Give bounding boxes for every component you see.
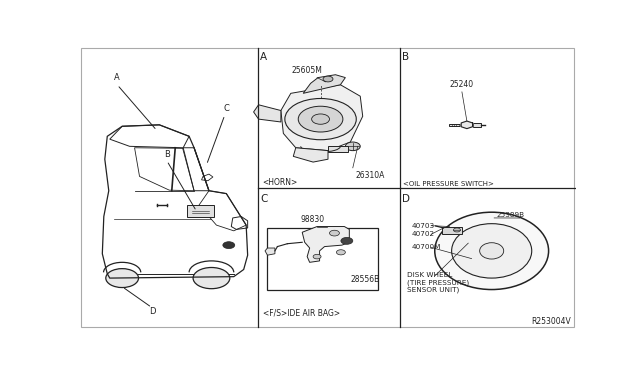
Text: 40700M: 40700M xyxy=(412,244,441,250)
Text: 98830: 98830 xyxy=(300,215,324,224)
Circle shape xyxy=(106,269,138,288)
Text: <HORN>: <HORN> xyxy=(262,178,298,187)
Bar xyxy=(449,124,460,126)
Text: 25389B: 25389B xyxy=(497,212,525,218)
Bar xyxy=(328,146,348,152)
Circle shape xyxy=(312,114,330,124)
Text: SENSOR UNIT): SENSOR UNIT) xyxy=(408,287,460,294)
Ellipse shape xyxy=(435,212,548,289)
Text: B: B xyxy=(403,52,410,62)
Text: DISK WHEEL: DISK WHEEL xyxy=(408,272,452,278)
Circle shape xyxy=(330,230,339,236)
Circle shape xyxy=(298,106,343,132)
Text: 25240: 25240 xyxy=(450,80,474,89)
Bar xyxy=(187,205,214,217)
Text: A: A xyxy=(115,73,120,82)
Circle shape xyxy=(454,228,460,232)
Ellipse shape xyxy=(452,224,532,278)
Text: C: C xyxy=(260,194,268,204)
Circle shape xyxy=(341,237,353,244)
Ellipse shape xyxy=(479,243,504,259)
Text: 26310A: 26310A xyxy=(355,171,385,180)
Text: D: D xyxy=(148,307,155,316)
Text: R253004V: R253004V xyxy=(531,317,571,326)
Polygon shape xyxy=(302,227,349,262)
Text: C: C xyxy=(223,105,229,113)
Polygon shape xyxy=(265,248,275,255)
Circle shape xyxy=(346,142,360,151)
Text: <OIL PRESSURE SWITCH>: <OIL PRESSURE SWITCH> xyxy=(403,181,494,187)
Text: 40703: 40703 xyxy=(412,223,435,229)
Text: <F/S>IDE AIR BAG>: <F/S>IDE AIR BAG> xyxy=(262,308,340,317)
Bar xyxy=(474,123,481,127)
Text: B: B xyxy=(164,150,170,159)
Polygon shape xyxy=(293,148,328,162)
Text: 28556B: 28556B xyxy=(350,275,380,284)
Text: 25605M: 25605M xyxy=(292,66,323,75)
Polygon shape xyxy=(253,105,281,122)
Circle shape xyxy=(193,267,230,289)
Polygon shape xyxy=(303,75,346,93)
Bar xyxy=(268,228,378,289)
Text: 40702: 40702 xyxy=(412,231,435,237)
Circle shape xyxy=(323,76,333,82)
Text: A: A xyxy=(260,52,267,62)
Circle shape xyxy=(223,242,235,248)
Polygon shape xyxy=(281,85,363,151)
Circle shape xyxy=(285,99,356,140)
Text: (TIRE PRESSURE): (TIRE PRESSURE) xyxy=(408,279,470,286)
Circle shape xyxy=(313,254,321,259)
Bar xyxy=(442,227,462,234)
Circle shape xyxy=(337,250,346,255)
Polygon shape xyxy=(461,121,472,129)
Text: D: D xyxy=(403,194,410,204)
